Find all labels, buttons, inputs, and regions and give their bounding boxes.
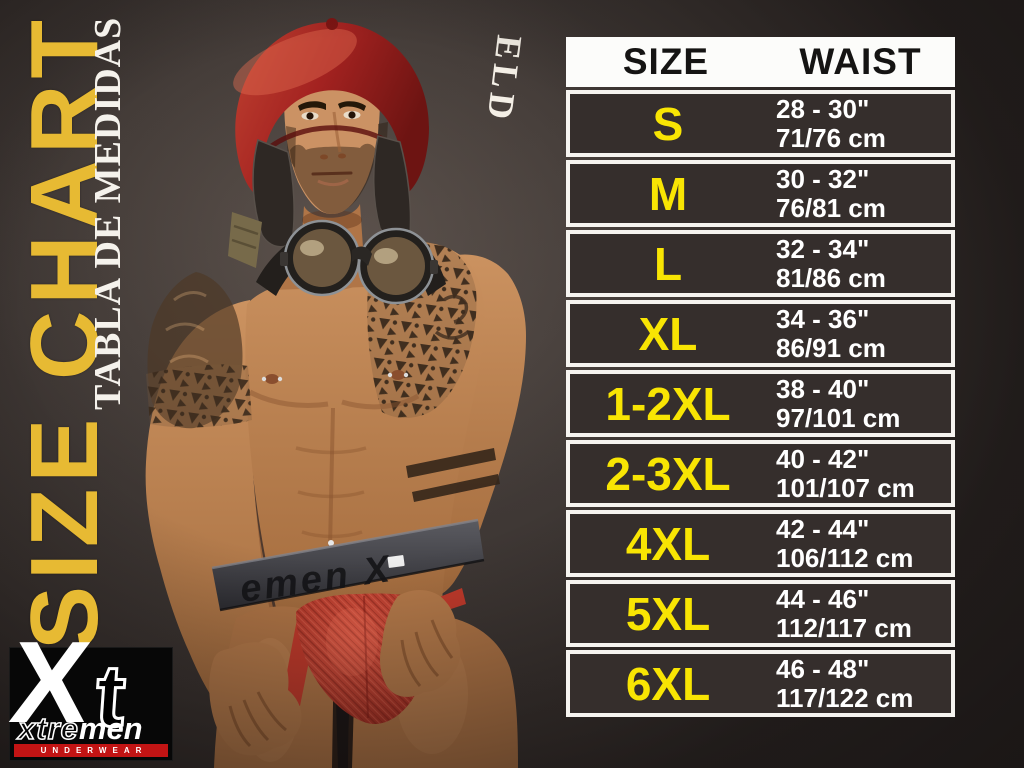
helmet-text: ELD — [479, 33, 530, 126]
size-row: 1-2XL 38 - 40" 97/101 cm — [566, 370, 955, 437]
waist-cm: 81/86 cm — [776, 262, 886, 293]
waist-inches: 38 - 40" — [776, 373, 870, 404]
waist-cm: 97/101 cm — [776, 402, 901, 433]
size-label: M — [648, 167, 688, 220]
size-row: XL 34 - 36" 86/91 cm — [566, 300, 955, 367]
logo-wordmark-solid: men — [78, 711, 143, 746]
waist-inches: 42 - 44" — [776, 513, 870, 544]
waist-cm: 117/122 cm — [776, 682, 914, 713]
waist-cm: 112/117 cm — [776, 612, 912, 643]
table-header: SIZE WAIST — [566, 37, 955, 87]
header-waist: WAIST — [799, 41, 922, 82]
logo-underwear-bar: UNDERWEAR — [14, 744, 168, 757]
bicep-band-tattoo — [146, 364, 252, 428]
stubble-beard — [290, 143, 376, 214]
waist-inches: 44 - 46" — [776, 583, 870, 614]
size-label: 5XL — [625, 587, 711, 640]
size-row: 2-3XL 40 - 42" 101/107 cm — [566, 440, 955, 507]
tabla-de-medidas-subtitle: TABLA DE MEDIDAS — [87, 16, 129, 410]
logo-underwear-label: UNDERWEAR — [40, 746, 148, 755]
waist-inches: 28 - 30" — [776, 93, 870, 124]
size-label: S — [652, 97, 684, 150]
waist-inches: 46 - 48" — [776, 653, 870, 684]
size-row: 5XL 44 - 46" 112/117 cm — [566, 580, 955, 647]
size-row: 6XL 46 - 48" 117/122 cm — [566, 650, 955, 717]
size-label: 2-3XL — [605, 447, 731, 500]
waist-cm: 106/112 cm — [776, 542, 914, 573]
waist-cm: 101/107 cm — [776, 472, 915, 503]
waist-inches: 40 - 42" — [776, 443, 870, 474]
size-label: L — [653, 237, 683, 290]
size-row: 4XL 42 - 44" 106/112 cm — [566, 510, 955, 577]
waist-inches: 34 - 36" — [776, 303, 870, 334]
size-label: 4XL — [625, 517, 711, 570]
waist-cm: 71/76 cm — [776, 122, 886, 153]
size-label: XL — [638, 307, 698, 360]
size-row: S 28 - 30" 71/76 cm — [566, 90, 955, 157]
logo-wordmark: xtremen — [17, 711, 143, 746]
size-label: 1-2XL — [605, 377, 731, 430]
size-label: 6XL — [625, 657, 711, 710]
man-figure: ELD emen X — [145, 18, 530, 768]
xtremen-brand-logo: X t xtremen UNDERWEAR — [5, 617, 172, 760]
waist-cm: 86/91 cm — [776, 332, 886, 363]
waist-inches: 32 - 34" — [776, 233, 870, 264]
size-table: SIZE WAIST S 28 - 30" 71/76 cm M 30 - 32"… — [566, 37, 955, 717]
size-row: M 30 - 32" 76/81 cm — [566, 160, 955, 227]
logo-wordmark-outline: xtre — [17, 711, 79, 746]
header-size: SIZE — [622, 41, 710, 82]
waist-cm: 76/81 cm — [776, 192, 886, 223]
size-row: L 32 - 34" 81/86 cm — [566, 230, 955, 297]
waist-inches: 30 - 32" — [776, 163, 870, 194]
goggles — [228, 212, 446, 305]
